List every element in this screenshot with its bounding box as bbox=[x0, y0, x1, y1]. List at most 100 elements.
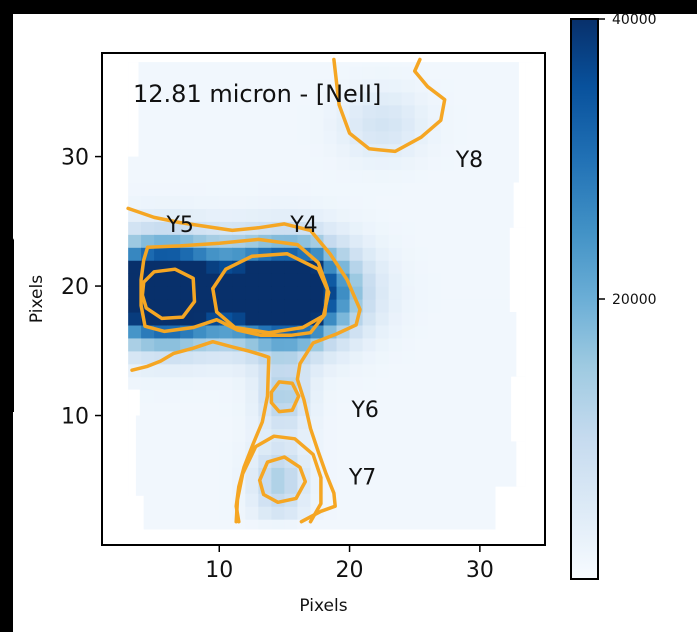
heatmap-cell bbox=[362, 441, 377, 455]
heatmap-cell bbox=[479, 506, 494, 520]
heatmap-cell bbox=[141, 169, 155, 184]
heatmap-cell bbox=[492, 402, 507, 417]
heatmap-cell bbox=[362, 415, 377, 430]
heatmap-cell bbox=[401, 156, 416, 171]
heatmap-cell bbox=[232, 247, 246, 261]
heatmap-cell bbox=[401, 467, 416, 481]
heatmap-cell bbox=[401, 169, 416, 184]
heatmap-cell bbox=[427, 467, 442, 481]
heatmap-cell bbox=[336, 156, 351, 171]
heatmap-cell bbox=[323, 350, 338, 365]
heatmap-cell bbox=[245, 104, 259, 119]
heatmap-cell bbox=[388, 415, 403, 430]
heatmap-cell bbox=[492, 169, 507, 184]
heatmap-cell bbox=[492, 130, 507, 145]
heatmap-cell bbox=[466, 389, 481, 404]
heatmap-cell bbox=[167, 493, 181, 507]
heatmap-cell bbox=[505, 156, 520, 171]
heatmap-cell bbox=[362, 208, 377, 222]
heatmap-cell bbox=[388, 208, 403, 222]
heatmap-cell bbox=[440, 78, 455, 93]
heatmap-cell bbox=[180, 389, 194, 404]
heatmap-cell bbox=[141, 506, 155, 520]
x-tick-label: 30 bbox=[466, 558, 494, 583]
heatmap-cell bbox=[310, 130, 325, 145]
heatmap-cell bbox=[479, 234, 494, 248]
heatmap-cell bbox=[284, 467, 299, 481]
heatmap-cell bbox=[167, 286, 181, 300]
heatmap-cell bbox=[284, 195, 299, 209]
heatmap-cell bbox=[492, 143, 507, 158]
heatmap-cell bbox=[154, 169, 168, 184]
heatmap-cell bbox=[440, 221, 455, 235]
heatmap-cell bbox=[466, 78, 481, 93]
heatmap-cell bbox=[414, 286, 429, 300]
heatmap-cell bbox=[414, 221, 429, 235]
heatmap-cell bbox=[167, 156, 181, 171]
contour-inner-y4-y5 bbox=[139, 237, 330, 338]
heatmap-cell bbox=[284, 273, 299, 287]
heatmap-cell bbox=[128, 221, 142, 235]
heatmap-cell bbox=[245, 117, 259, 132]
heatmap-cell bbox=[323, 402, 338, 417]
heatmap-cell bbox=[479, 273, 494, 287]
heatmap-cell bbox=[427, 195, 442, 209]
heatmap-cell bbox=[414, 208, 429, 222]
heatmap-cell bbox=[336, 182, 351, 197]
heatmap-cell bbox=[219, 402, 233, 417]
heatmap-cell bbox=[375, 299, 390, 313]
heatmap-cell bbox=[440, 195, 455, 209]
heatmap-cell bbox=[492, 182, 507, 197]
heatmap-cell bbox=[323, 221, 338, 235]
heatmap-cell bbox=[193, 273, 207, 287]
heatmap-cell bbox=[336, 506, 351, 520]
heatmap-cell bbox=[154, 415, 168, 430]
heatmap-cell bbox=[206, 195, 220, 209]
heatmap-cell bbox=[505, 363, 520, 378]
heatmap-cell bbox=[323, 415, 338, 430]
heatmap-cell bbox=[349, 376, 364, 391]
heatmap-cell bbox=[401, 337, 416, 352]
heatmap-cell bbox=[128, 182, 142, 197]
heatmap-cell bbox=[440, 117, 455, 132]
heatmap-cell bbox=[323, 169, 338, 184]
heatmap-cell bbox=[310, 156, 325, 171]
heatmap-cell bbox=[284, 156, 299, 171]
heatmap-cell bbox=[245, 91, 259, 106]
heatmap-cell bbox=[479, 182, 494, 197]
heatmap-cell bbox=[453, 182, 468, 197]
heatmap-cell bbox=[284, 480, 299, 494]
heatmap-cell bbox=[466, 493, 481, 507]
heatmap-cell bbox=[219, 506, 233, 520]
heatmap-cell bbox=[492, 156, 507, 171]
heatmap-cell bbox=[206, 441, 220, 455]
colorbar-tick-label: 40000 bbox=[612, 12, 657, 28]
heatmap-cell bbox=[206, 428, 220, 443]
heatmap-cell bbox=[362, 350, 377, 365]
mask-block bbox=[128, 62, 139, 157]
heatmap-cell bbox=[258, 506, 272, 520]
heatmap-cell bbox=[505, 467, 520, 481]
heatmap-cell bbox=[258, 299, 272, 313]
heatmap-cell bbox=[349, 350, 364, 365]
heatmap-cell bbox=[466, 182, 481, 197]
mask-block bbox=[509, 227, 526, 312]
heatmap-cell bbox=[375, 195, 390, 209]
heatmap-cell bbox=[141, 480, 155, 494]
heatmap-cell bbox=[492, 389, 507, 404]
heatmap-cell bbox=[167, 415, 181, 430]
heatmap-cell bbox=[414, 415, 429, 430]
heatmap-cell bbox=[440, 286, 455, 300]
heatmap-cell bbox=[362, 286, 377, 300]
heatmap-cell bbox=[232, 156, 246, 171]
heatmap-cell bbox=[466, 506, 481, 520]
heatmap-cell bbox=[492, 363, 507, 378]
heatmap-cell bbox=[388, 467, 403, 481]
heatmap-cell bbox=[206, 389, 220, 404]
heatmap-cell bbox=[180, 117, 194, 132]
heatmap-cell bbox=[453, 493, 468, 507]
heatmap-cell bbox=[219, 65, 233, 80]
heatmap-cell bbox=[297, 454, 312, 468]
heatmap-cell bbox=[245, 337, 259, 352]
contour-y5-core bbox=[140, 267, 197, 321]
